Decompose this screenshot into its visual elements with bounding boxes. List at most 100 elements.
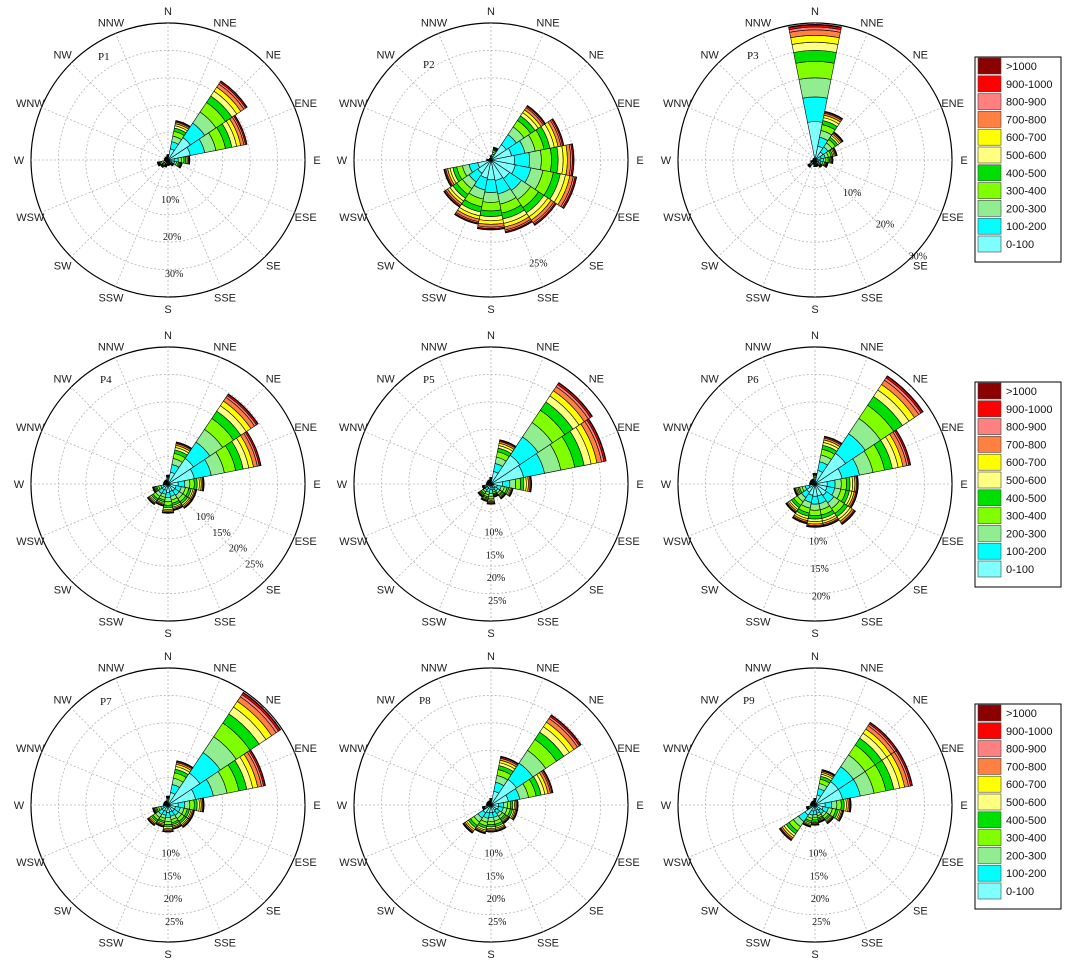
petal-s-band-2 <box>164 497 172 503</box>
grid-spoke <box>814 804 913 903</box>
petal-n-band-4 <box>793 50 837 64</box>
wind-rose-p7: N NNE NE ENE E ESE SE SSE S SSW SW WSW W WNW NW NNW 10% 1… <box>14 651 321 961</box>
panel-title: P5 <box>423 374 435 386</box>
direction-label: SE <box>913 584 928 596</box>
direction-label: W <box>661 479 672 491</box>
legend-label: 500-600 <box>1006 475 1046 487</box>
petal-s-band-3 <box>163 820 173 826</box>
legend-swatch <box>977 382 1002 400</box>
grid-spoke <box>814 159 868 287</box>
direction-label: NW <box>53 695 72 707</box>
legend-swatch <box>977 57 1002 75</box>
legend-label: 700-800 <box>1006 439 1046 451</box>
direction-label: SW <box>377 584 395 596</box>
petal-se-band-10 <box>534 203 557 226</box>
legend-label: 200-300 <box>1006 203 1046 215</box>
grid-spoke <box>364 752 492 806</box>
legend-swatch <box>977 560 1002 578</box>
radial-label: 20% <box>163 232 181 243</box>
petal-se-band-10 <box>183 499 193 509</box>
grid-spoke <box>490 483 544 611</box>
grid-spoke <box>41 107 169 161</box>
grid-ring <box>408 722 574 888</box>
legend-label: 600-700 <box>1006 132 1046 144</box>
legend-label: 900-1000 <box>1006 404 1053 416</box>
petal-e-band-10 <box>189 155 191 165</box>
legend-label: 300-400 <box>1006 833 1046 845</box>
petal-ne-band-10 <box>242 691 282 731</box>
direction-label: W <box>14 479 25 491</box>
direction-label: SE <box>589 260 604 272</box>
direction-label: N <box>164 330 172 342</box>
legend-swatch <box>977 400 1002 418</box>
grid-spoke <box>115 33 169 161</box>
direction-label: N <box>487 6 495 18</box>
direction-label: NNE <box>536 662 559 674</box>
grid-spoke <box>490 678 544 806</box>
direction-label: NNW <box>421 17 448 29</box>
radial-label: 15% <box>486 871 504 882</box>
grid-ring <box>85 722 251 888</box>
direction-label: SSE <box>537 617 559 629</box>
direction-label: ESE <box>942 857 964 869</box>
legend-swatch <box>977 111 1002 128</box>
direction-label: N <box>164 6 172 18</box>
direction-label: W <box>337 800 348 812</box>
legend-label: 100-200 <box>1006 221 1046 233</box>
legend-label: 600-700 <box>1006 457 1046 469</box>
grid-spoke <box>814 33 868 161</box>
direction-label: E <box>960 155 967 167</box>
direction-label: WSW <box>339 857 368 869</box>
legend-swatch <box>977 489 1002 507</box>
legend-swatch <box>977 775 1002 793</box>
grid-spoke <box>438 357 492 485</box>
direction-label: SSE <box>861 617 883 629</box>
grid-spoke <box>814 804 942 858</box>
radial-label: 10% <box>485 528 503 539</box>
grid-spoke <box>717 483 816 582</box>
direction-label: W <box>661 800 672 812</box>
grid-ring <box>140 132 196 188</box>
wind-rose-p9: N NNE NE ENE E ESE SE SSE S SSW SW WSW W WNW NW NNW 10% 1… <box>661 651 968 961</box>
radial-label: 20% <box>812 591 830 602</box>
grid-spoke <box>814 678 868 806</box>
direction-label: ESE <box>295 536 317 548</box>
direction-label: NNW <box>98 662 125 674</box>
grid-spoke <box>393 707 492 806</box>
legend-label: 900-1000 <box>1006 79 1053 91</box>
grid-spoke <box>41 431 169 485</box>
direction-label: SSE <box>537 938 559 950</box>
direction-label: WSW <box>16 212 45 224</box>
grid-spoke <box>393 159 492 258</box>
direction-label: NW <box>700 374 719 386</box>
petal-wsw-band-10 <box>152 807 156 815</box>
grid-spoke <box>490 804 618 858</box>
direction-label: SSW <box>421 938 447 950</box>
direction-label: N <box>487 651 495 663</box>
grid-ring <box>759 749 871 861</box>
radial-label: 10% <box>809 849 827 860</box>
petal-e-band-2 <box>509 478 516 490</box>
petal-wsw-band-9 <box>810 160 812 163</box>
direction-label: NE <box>913 374 928 386</box>
direction-label: SE <box>589 584 604 596</box>
grid-spoke <box>490 33 544 161</box>
petal-sw-band-10 <box>785 503 796 514</box>
grid-spoke <box>490 357 544 485</box>
petal-e-band-2 <box>184 800 191 810</box>
grid-spoke <box>364 804 492 858</box>
direction-label: E <box>636 155 643 167</box>
grid-spoke <box>393 386 492 485</box>
legend-swatch <box>977 811 1002 829</box>
petal-e-band-3 <box>189 799 195 811</box>
direction-label: ENE <box>294 743 317 755</box>
direction-label: SE <box>266 260 281 272</box>
petal-e-band-10 <box>530 475 532 493</box>
radial-label: 10% <box>485 849 503 860</box>
direction-label: SSW <box>98 938 124 950</box>
petal-nnw-band-9 <box>165 156 168 158</box>
wind-rose-p6: N NNE NE ENE E ESE SE SSE S SSW SW WSW W WNW NW NNW 10% 1… <box>661 330 968 640</box>
direction-label: NW <box>376 695 395 707</box>
grid-spoke <box>762 678 816 806</box>
panel-title: P9 <box>743 695 755 707</box>
